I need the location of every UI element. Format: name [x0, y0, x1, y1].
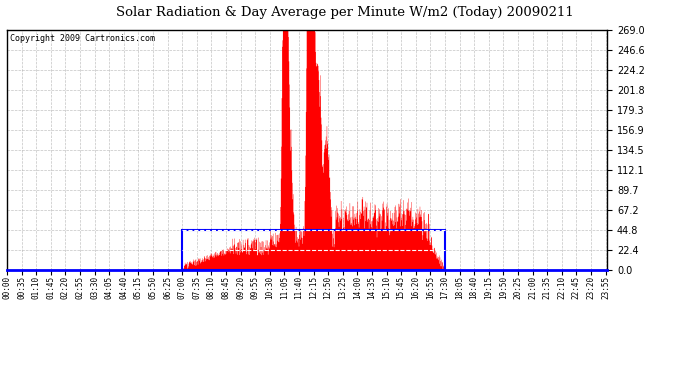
Text: Copyright 2009 Cartronics.com: Copyright 2009 Cartronics.com: [10, 34, 155, 43]
Bar: [182, 230, 445, 270]
Text: Solar Radiation & Day Average per Minute W/m2 (Today) 20090211: Solar Radiation & Day Average per Minute…: [116, 6, 574, 19]
